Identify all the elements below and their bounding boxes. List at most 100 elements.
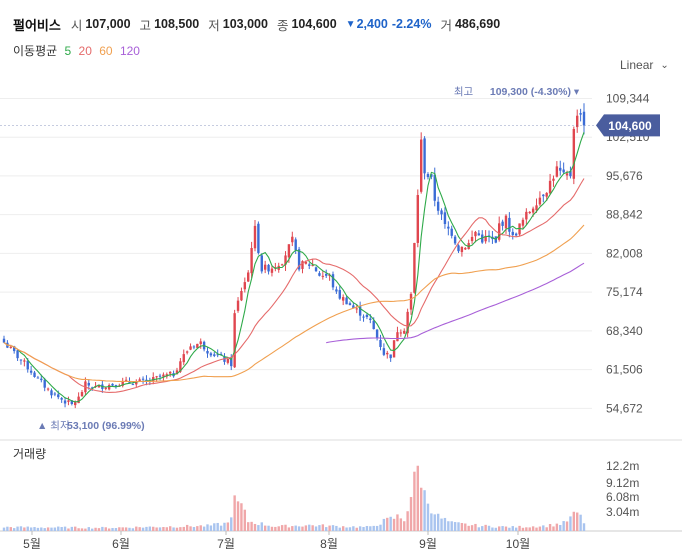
ma-5-label[interactable]: 5: [64, 44, 72, 58]
volume-bar: [114, 527, 118, 531]
candle-body: [457, 245, 460, 252]
candle-body: [508, 217, 511, 232]
candle-body: [348, 303, 352, 306]
volume-bar: [189, 526, 192, 531]
candle-body: [416, 195, 420, 243]
x-month-label: 7월: [217, 537, 235, 551]
volume-bar: [107, 528, 111, 531]
candle-body: [189, 346, 192, 350]
candle-body: [535, 205, 538, 211]
volume-bar: [168, 526, 172, 531]
candle-body: [338, 290, 341, 299]
volume-bar: [403, 521, 406, 531]
y-tick-label: 109,344: [606, 91, 650, 105]
candle-body: [372, 320, 375, 330]
volume-bar: [447, 521, 450, 531]
candle-body: [9, 346, 12, 348]
x-month-label: 8월: [320, 537, 338, 551]
candle-body: [250, 248, 253, 274]
high-label: 고: [139, 18, 152, 33]
ma-20-label[interactable]: 20: [78, 44, 92, 58]
candle-body: [511, 231, 514, 235]
ma-120-label[interactable]: 120: [119, 44, 140, 58]
volume-tick-label: 9.12m: [606, 476, 639, 490]
candle-body: [260, 255, 263, 272]
volume-bar: [250, 521, 253, 531]
volume-bar: [172, 527, 175, 531]
current-price-tag: [596, 114, 660, 137]
candle-body: [236, 300, 240, 311]
volume-bar: [182, 526, 185, 531]
candle-body: [243, 282, 247, 290]
x-month-label: 10월: [506, 537, 530, 551]
candle-body: [341, 297, 345, 301]
candle-body: [345, 297, 348, 305]
candle-body: [406, 311, 409, 334]
candle-body: [576, 115, 579, 128]
candle-body: [331, 274, 335, 288]
volume-bar: [406, 511, 409, 531]
candle-body: [213, 354, 216, 356]
volume-bar: [528, 527, 531, 531]
candle-body: [548, 180, 552, 194]
volume-bar: [206, 524, 209, 531]
volume-bar: [43, 528, 46, 531]
candle-body: [362, 316, 365, 318]
candle-body: [514, 233, 518, 236]
volume-bar: [521, 527, 525, 531]
volume-bar: [565, 521, 569, 531]
volume-bar: [318, 525, 321, 531]
volume-bar: [12, 528, 16, 531]
candle-body: [2, 338, 6, 343]
volume-bar: [97, 528, 101, 531]
candle-body: [447, 226, 450, 229]
volume-bar: [498, 526, 501, 531]
y-tick-label: 95,676: [606, 169, 643, 183]
candle-body: [90, 387, 94, 389]
volume-bar: [23, 527, 26, 531]
candle-body: [403, 330, 406, 334]
x-month-label: 5월: [23, 537, 41, 551]
candle-body: [538, 197, 542, 205]
candle-body: [453, 236, 457, 244]
low-label: 저: [208, 18, 220, 33]
candle-body: [267, 264, 270, 272]
candle-body: [555, 166, 559, 177]
volume-bar: [338, 527, 341, 531]
quote-header: 펄어비스 시 107,000 고 108,500 저 103,000 종 104…: [13, 14, 509, 34]
volume-bar: [504, 526, 508, 531]
volume-bar: [464, 523, 467, 531]
x-month-label: 6월: [112, 537, 130, 551]
volume-bar: [141, 527, 145, 531]
volume-bar: [314, 526, 318, 531]
ma-60-label[interactable]: 60: [99, 44, 113, 58]
volume-bar: [501, 526, 504, 531]
candle-body: [301, 261, 304, 269]
volume-bar: [579, 514, 582, 531]
candle-body: [155, 376, 158, 378]
candle-body: [162, 374, 165, 377]
candle-body: [355, 308, 358, 310]
candle-body: [474, 231, 477, 237]
min-label: 53,100 (96.99%): [67, 420, 145, 432]
candle-body: [518, 223, 521, 235]
volume-bar: [152, 526, 155, 531]
volume-bar: [57, 526, 60, 531]
candle-body: [335, 289, 338, 292]
candle-body: [358, 306, 362, 316]
volume-bar: [433, 514, 436, 531]
volume-bar: [423, 490, 426, 531]
x-month-label: 9월: [419, 537, 437, 551]
candle-body: [40, 378, 43, 381]
volume-bar: [196, 526, 199, 531]
candle-body: [308, 264, 311, 266]
volume-value: 486,690: [454, 17, 501, 31]
volume-bar: [101, 526, 104, 531]
volume-tick-label: 12.2m: [606, 459, 639, 473]
high-price: 108,500: [154, 17, 200, 31]
volume-bar: [494, 527, 498, 531]
candle-body: [185, 351, 189, 353]
volume-bar: [230, 517, 233, 531]
scale-selector[interactable]: Linear ⌄: [620, 58, 669, 72]
